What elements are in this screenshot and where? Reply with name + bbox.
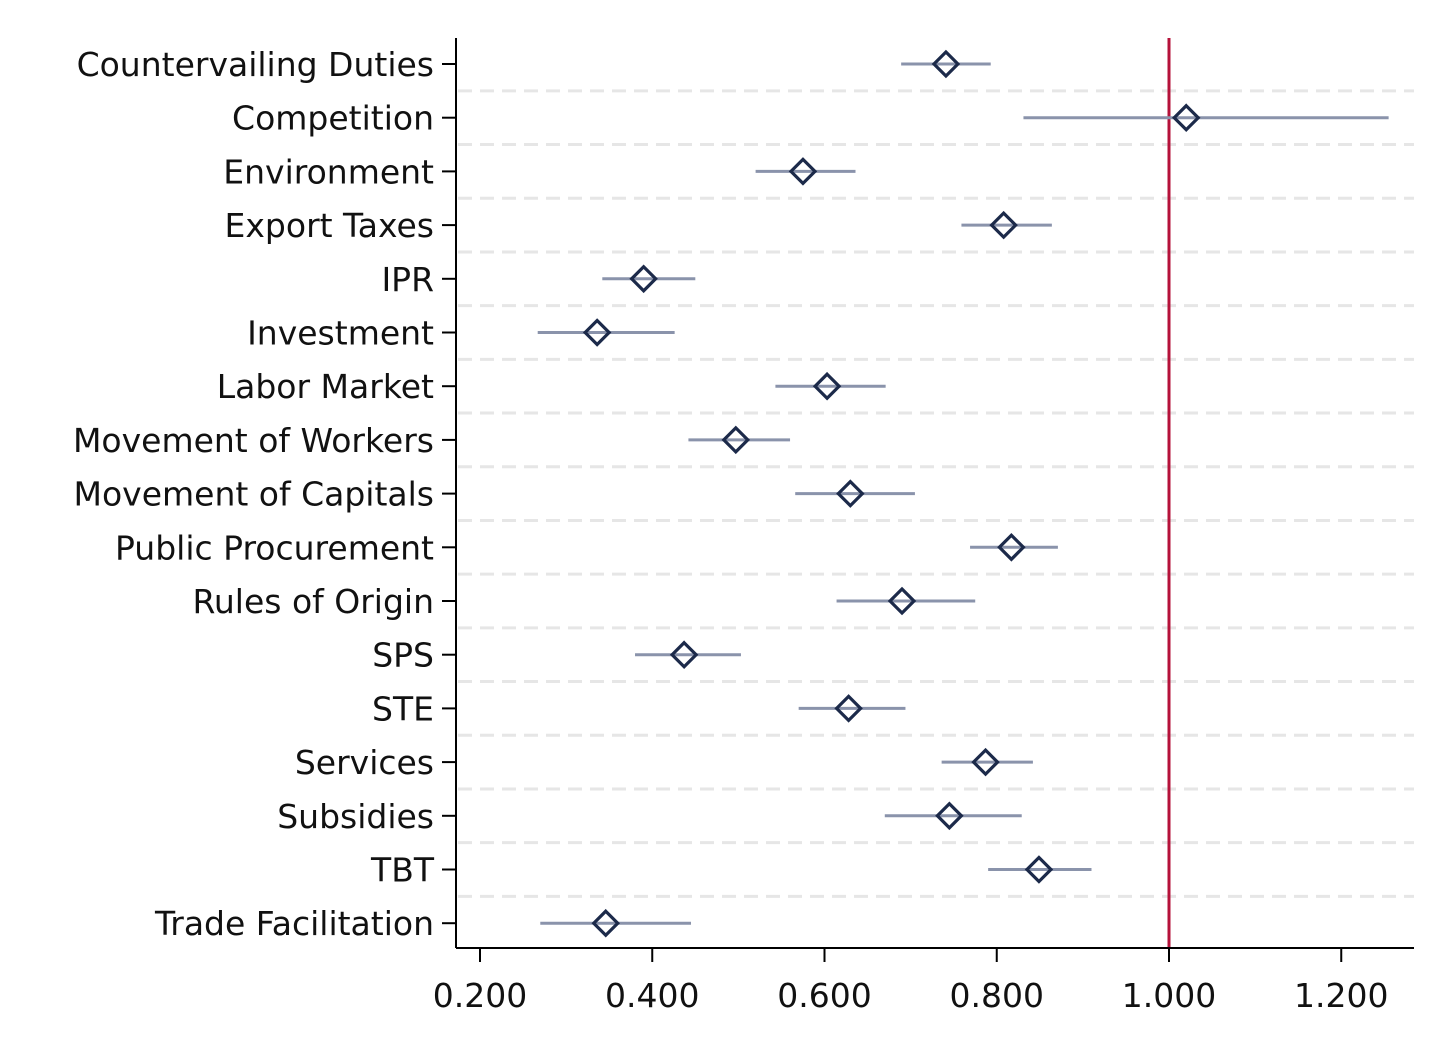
category-label: Export Taxes	[225, 206, 434, 245]
category-label: Movement of Capitals	[74, 475, 435, 514]
point-estimate-marker	[812, 371, 842, 401]
point-estimate-marker	[1024, 855, 1054, 884]
x-tick-label: 1.000	[1122, 976, 1216, 1015]
x-tick-label: 0.800	[950, 976, 1044, 1015]
x-tick-label: 0.400	[605, 976, 699, 1015]
category-label: Countervailing Duties	[77, 45, 434, 84]
axes	[442, 38, 1414, 949]
point-estimate-marker	[989, 210, 1018, 240]
plot-marks	[537, 49, 1389, 938]
category-label: Public Procurement	[115, 528, 434, 567]
point-estimate-marker	[669, 640, 699, 669]
category-label: Labor Market	[217, 367, 434, 406]
category-label: Services	[295, 743, 434, 782]
category-label: TBT	[370, 851, 435, 890]
x-axis-ticks: 0.200 0.400 0.600 0.800 1.000 1.200	[433, 948, 1388, 1015]
point-estimate-marker	[834, 694, 863, 723]
category-label: Rules of Origin	[192, 582, 434, 621]
point-estimate-marker	[836, 479, 865, 508]
point-estimate-marker	[931, 49, 961, 79]
point-estimate-marker	[629, 264, 658, 294]
point-estimate-marker	[582, 318, 612, 347]
point-estimate-marker	[788, 157, 818, 186]
category-label: SPS	[372, 636, 434, 675]
category-label: Subsidies	[277, 797, 434, 836]
category-label: STE	[372, 689, 434, 728]
x-tick-label: 1.200	[1294, 976, 1388, 1015]
point-estimate-marker	[1171, 103, 1201, 132]
category-label: Environment	[223, 152, 434, 191]
category-label: Movement of Workers	[73, 421, 434, 460]
x-tick-label: 0.200	[433, 976, 527, 1015]
category-labels: Countervailing Duties Competition Environm…	[73, 45, 435, 943]
point-estimate-marker	[997, 533, 1026, 562]
x-tick-label: 0.600	[777, 976, 871, 1015]
point-estimate-marker	[887, 586, 917, 616]
point-estimate-marker	[971, 747, 1000, 777]
gridlines	[458, 89, 1414, 898]
point-estimate-marker	[591, 908, 621, 938]
point-estimate-marker	[721, 425, 751, 455]
category-label: Investment	[247, 314, 434, 353]
point-estimate-marker	[935, 801, 964, 831]
category-label: IPR	[381, 260, 434, 299]
category-label: Competition	[232, 99, 434, 138]
category-label: Trade Facilitation	[154, 904, 434, 943]
